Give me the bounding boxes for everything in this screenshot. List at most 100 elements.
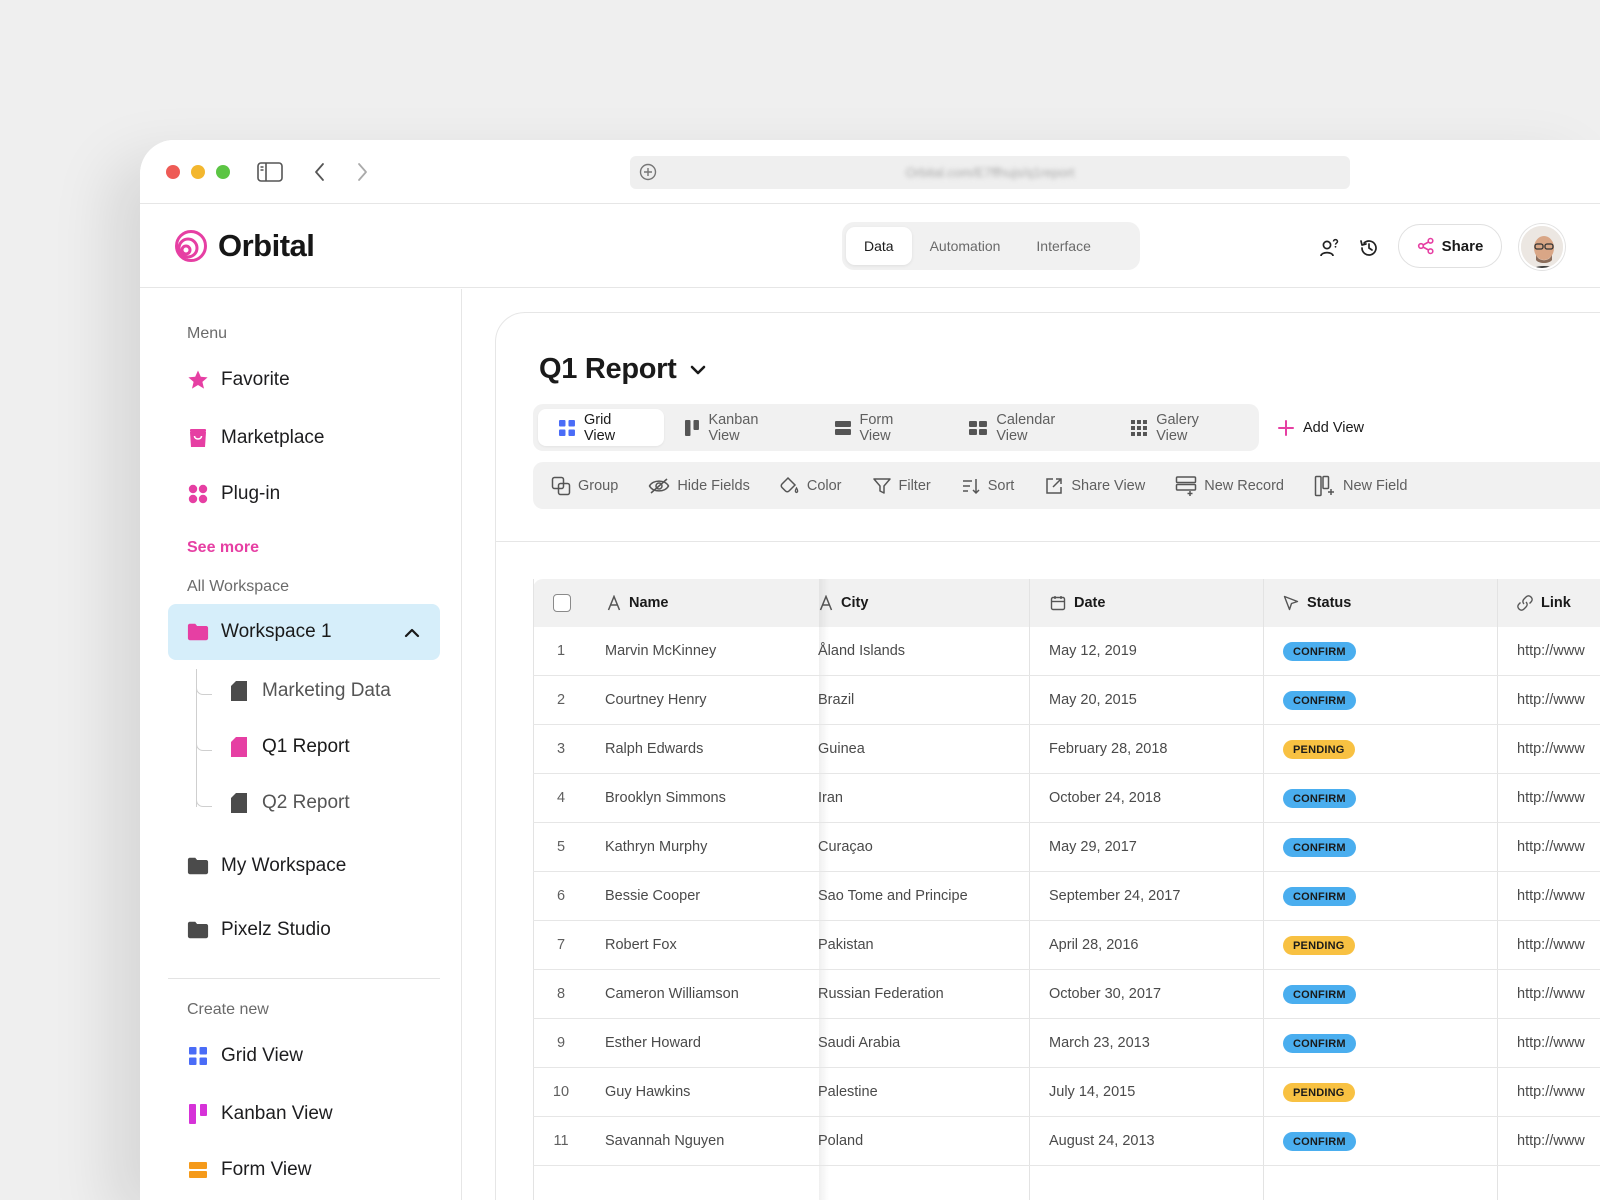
cell-date[interactable]: March 23, 2013 xyxy=(1049,1035,1150,1051)
sidebar-item-my-workspace[interactable]: My Workspace xyxy=(187,855,346,877)
status-badge[interactable]: CONFIRM xyxy=(1283,691,1356,710)
cell-link[interactable]: http://www xyxy=(1517,692,1585,708)
column-header-status[interactable]: Status xyxy=(1283,579,1351,627)
maximize-window-button[interactable] xyxy=(216,165,230,179)
sidebar-item-marketplace[interactable]: Marketplace xyxy=(187,427,325,449)
table-row[interactable]: 11 Savannah Nguyen Poland August 24, 201… xyxy=(533,1117,1600,1166)
cell-city[interactable]: Curaçao xyxy=(818,839,873,855)
cell-city[interactable]: Guinea xyxy=(818,741,865,757)
cell-name[interactable]: Savannah Nguyen xyxy=(605,1133,725,1149)
tab-interface[interactable]: Interface xyxy=(1036,238,1091,254)
table-row[interactable]: 3 Ralph Edwards Guinea February 28, 2018… xyxy=(533,725,1600,774)
chevron-up-icon[interactable] xyxy=(404,623,420,645)
cell-link[interactable]: http://www xyxy=(1517,986,1585,1002)
cell-date[interactable]: August 24, 2013 xyxy=(1049,1133,1155,1149)
status-badge[interactable]: PENDING xyxy=(1283,740,1355,759)
see-more-link[interactable]: See more xyxy=(187,539,260,556)
back-icon[interactable] xyxy=(306,158,334,186)
cell-link[interactable]: http://www xyxy=(1517,888,1585,904)
forward-icon[interactable] xyxy=(348,158,376,186)
cell-city[interactable]: Saudi Arabia xyxy=(818,1035,901,1051)
sort-button[interactable]: Sort xyxy=(961,476,1014,496)
cell-link[interactable]: http://www xyxy=(1517,643,1585,659)
tab-form-view[interactable]: Form View xyxy=(814,409,949,446)
table-row[interactable]: 10 Guy Hawkins Palestine July 14, 2015 P… xyxy=(533,1068,1600,1117)
new-record-button[interactable]: New Record xyxy=(1175,475,1284,497)
tab-grid-view[interactable]: Grid View xyxy=(538,409,665,446)
column-header-link[interactable]: Link xyxy=(1517,579,1571,627)
cell-link[interactable]: http://www xyxy=(1517,1084,1585,1100)
cell-date[interactable]: May 29, 2017 xyxy=(1049,839,1137,855)
sidebar-item-q2-report[interactable]: Q2 Report xyxy=(228,792,350,814)
filter-button[interactable]: Filter xyxy=(872,476,931,496)
create-form-view[interactable]: Form View xyxy=(187,1159,311,1181)
cell-city[interactable]: Brazil xyxy=(818,692,855,708)
tab-data[interactable]: Data xyxy=(846,227,912,265)
status-badge[interactable]: CONFIRM xyxy=(1283,642,1356,661)
cell-date[interactable]: September 24, 2017 xyxy=(1049,888,1181,904)
status-badge[interactable]: PENDING xyxy=(1283,936,1355,955)
sidebar-item-q1-report[interactable]: Q1 Report xyxy=(228,736,350,758)
status-badge[interactable]: PENDING xyxy=(1283,1083,1355,1102)
table-row[interactable]: 6 Bessie Cooper Sao Tome and Principe Se… xyxy=(533,872,1600,921)
new-field-button[interactable]: New Field xyxy=(1314,475,1407,497)
table-row[interactable]: 5 Kathryn Murphy Curaçao May 29, 2017 CO… xyxy=(533,823,1600,872)
close-window-button[interactable] xyxy=(166,165,180,179)
create-kanban-view[interactable]: Kanban View xyxy=(187,1103,333,1125)
chevron-down-icon[interactable] xyxy=(689,364,707,376)
cell-name[interactable]: Ralph Edwards xyxy=(605,741,704,757)
cell-date[interactable]: May 12, 2019 xyxy=(1049,643,1137,659)
cell-name[interactable]: Robert Fox xyxy=(605,937,677,953)
cell-link[interactable]: http://www xyxy=(1517,1035,1585,1051)
status-badge[interactable]: CONFIRM xyxy=(1283,1132,1356,1151)
hide-fields-button[interactable]: Hide Fields xyxy=(648,477,750,495)
cell-city[interactable]: Pakistan xyxy=(818,937,874,953)
cell-link[interactable]: http://www xyxy=(1517,790,1585,806)
cell-name[interactable]: Cameron Williamson xyxy=(605,986,739,1002)
cell-city[interactable]: Sao Tome and Principe xyxy=(818,888,968,904)
select-all-checkbox[interactable] xyxy=(553,594,571,612)
table-row[interactable]: 8 Cameron Williamson Russian Federation … xyxy=(533,970,1600,1019)
share-button[interactable]: Share xyxy=(1398,224,1502,268)
cell-name[interactable]: Brooklyn Simmons xyxy=(605,790,726,806)
cell-date[interactable]: April 28, 2016 xyxy=(1049,937,1139,953)
sidebar-item-workspace-1[interactable]: Workspace 1 xyxy=(168,604,440,660)
page-title[interactable]: Q1 Report xyxy=(539,353,707,386)
status-badge[interactable]: CONFIRM xyxy=(1283,789,1356,808)
group-button[interactable]: Group xyxy=(551,476,618,496)
history-icon[interactable] xyxy=(1357,236,1381,260)
cell-name[interactable]: Bessie Cooper xyxy=(605,888,701,904)
cell-name[interactable]: Courtney Henry xyxy=(605,692,707,708)
cell-city[interactable]: Russian Federation xyxy=(818,986,944,1002)
address-bar[interactable]: Orbital.com/E7ffhujs/q1report xyxy=(630,156,1350,189)
cell-name[interactable]: Esther Howard xyxy=(605,1035,701,1051)
tab-automation[interactable]: Automation xyxy=(929,238,1001,254)
tab-gallery-view[interactable]: Galery View xyxy=(1110,409,1254,446)
cell-link[interactable]: http://www xyxy=(1517,839,1585,855)
status-badge[interactable]: CONFIRM xyxy=(1283,838,1356,857)
cell-date[interactable]: May 20, 2015 xyxy=(1049,692,1137,708)
column-header-city[interactable]: City xyxy=(819,579,868,627)
add-view-button[interactable]: Add View xyxy=(1277,404,1364,451)
cell-city[interactable]: Iran xyxy=(818,790,843,806)
avatar[interactable] xyxy=(1519,224,1565,270)
cell-name[interactable]: Kathryn Murphy xyxy=(605,839,708,855)
user-help-icon[interactable] xyxy=(1317,236,1341,260)
sidebar-item-pixelz-studio[interactable]: Pixelz Studio xyxy=(187,919,331,941)
table-row[interactable]: 9 Esther Howard Saudi Arabia March 23, 2… xyxy=(533,1019,1600,1068)
cell-name[interactable]: Guy Hawkins xyxy=(605,1084,691,1100)
minimize-window-button[interactable] xyxy=(191,165,205,179)
cell-date[interactable]: July 14, 2015 xyxy=(1049,1084,1136,1100)
color-button[interactable]: Color xyxy=(780,476,842,496)
table-row[interactable]: 7 Robert Fox Pakistan April 28, 2016 PEN… xyxy=(533,921,1600,970)
create-grid-view[interactable]: Grid View xyxy=(187,1045,303,1067)
cell-name[interactable]: Marvin McKinney xyxy=(605,643,717,659)
table-row[interactable]: 4 Brooklyn Simmons Iran October 24, 2018… xyxy=(533,774,1600,823)
sidebar-item-plugin[interactable]: Plug-in xyxy=(187,483,280,505)
cell-link[interactable]: http://www xyxy=(1517,1133,1585,1149)
cell-date[interactable]: February 28, 2018 xyxy=(1049,741,1168,757)
share-view-button[interactable]: Share View xyxy=(1044,476,1145,496)
cell-link[interactable]: http://www xyxy=(1517,937,1585,953)
status-badge[interactable]: CONFIRM xyxy=(1283,1034,1356,1053)
table-row[interactable]: 1 Marvin McKinney Åland Islands May 12, … xyxy=(533,627,1600,676)
